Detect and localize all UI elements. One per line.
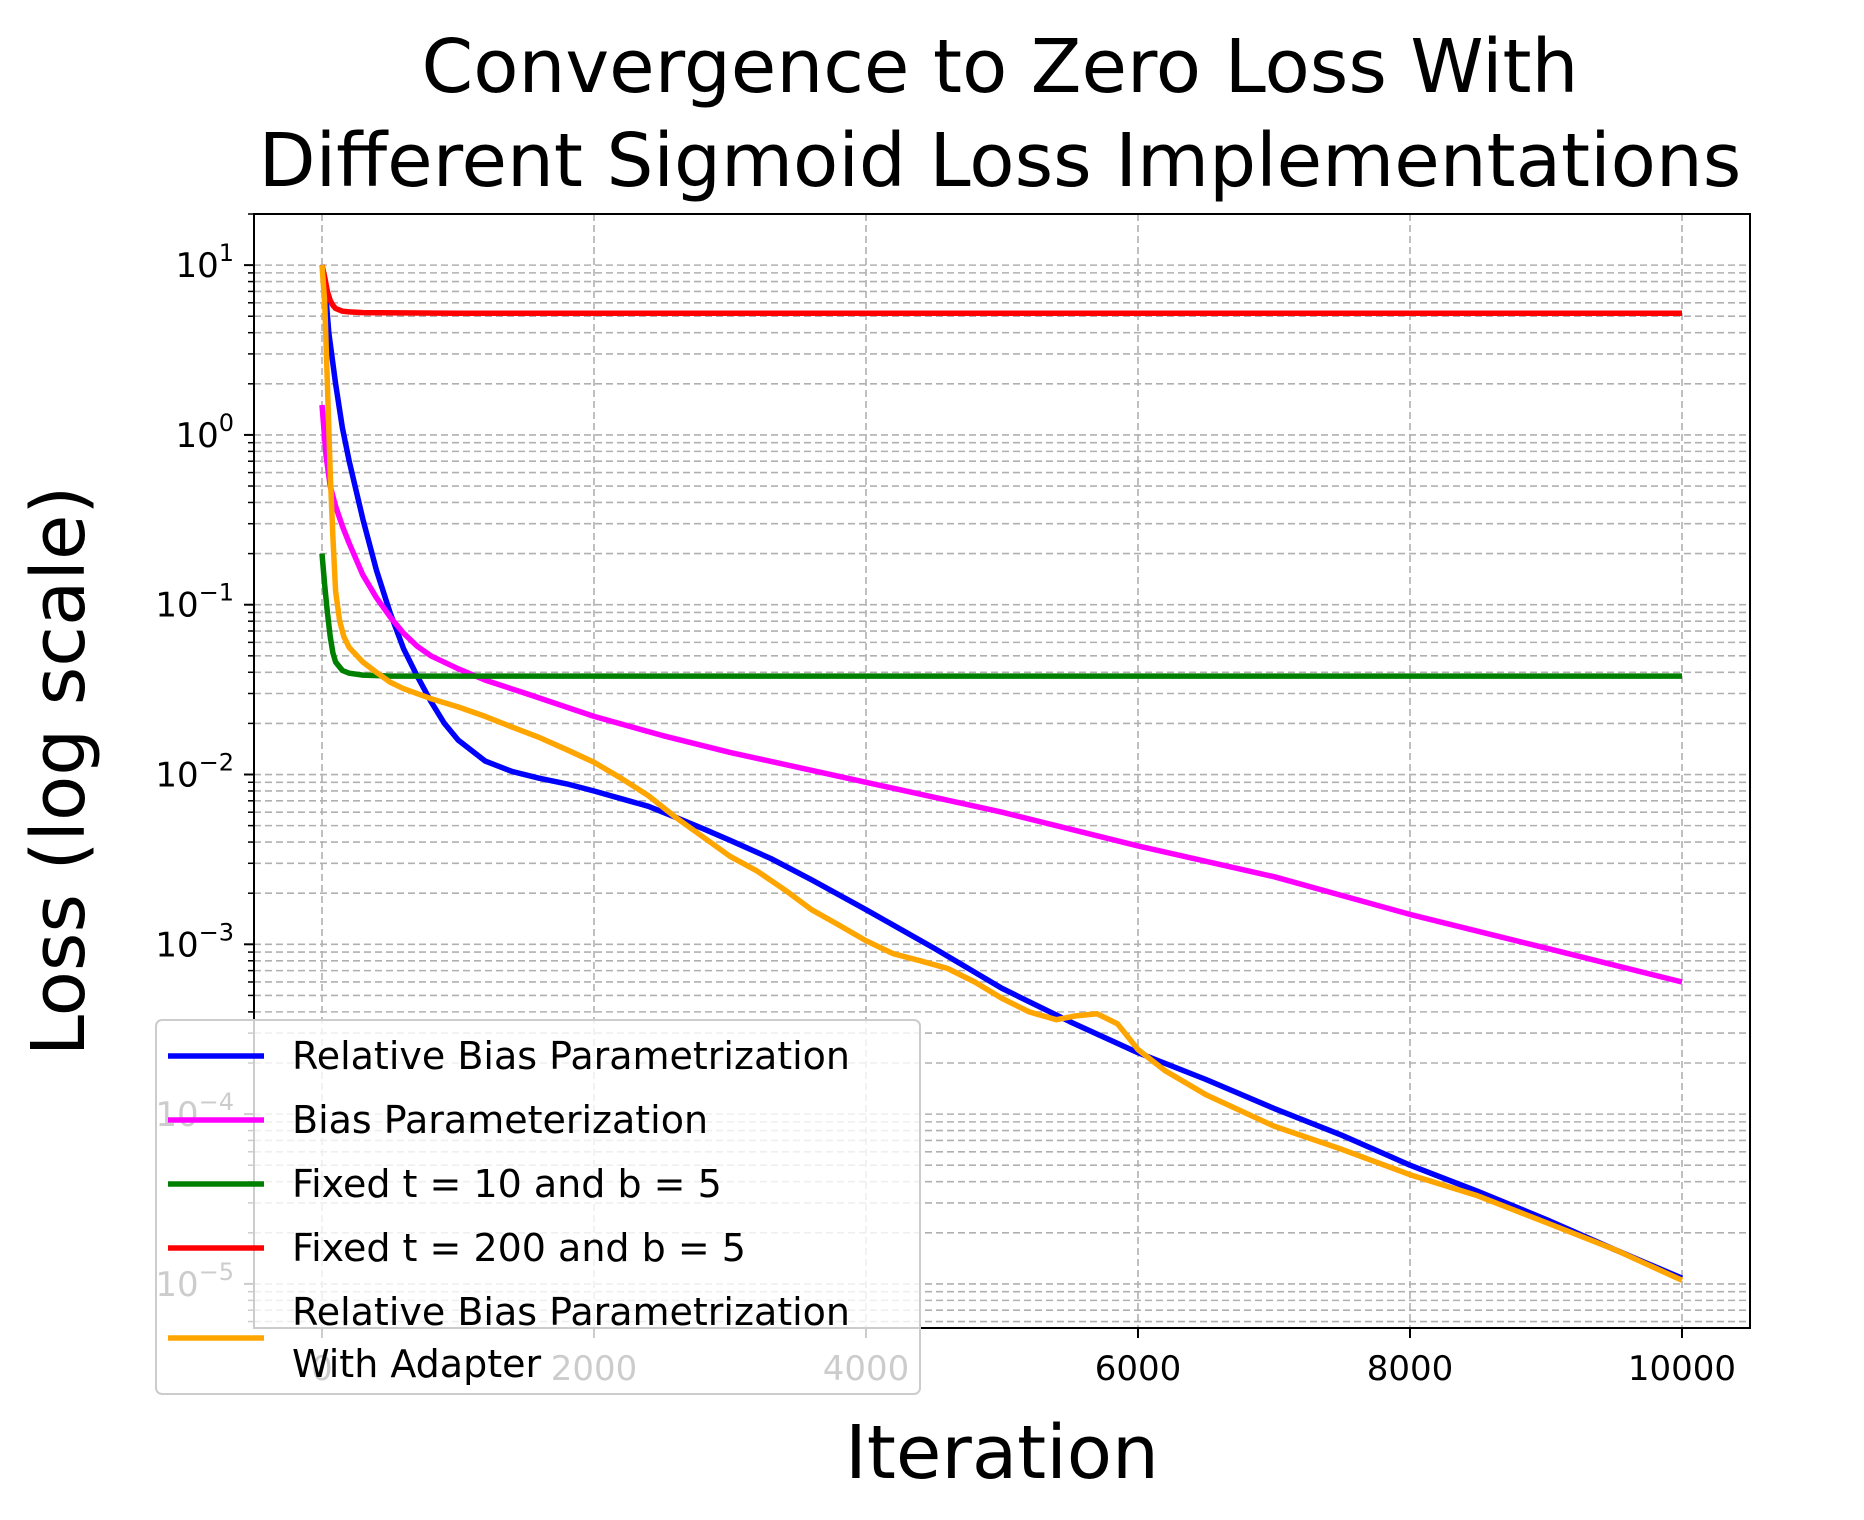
- x-tick-label: 10000: [1628, 1349, 1736, 1389]
- legend-label: Fixed t = 10 and b = 5: [292, 1162, 722, 1206]
- legend-label: Relative Bias Parametrization: [292, 1290, 850, 1334]
- chart-title: Convergence to Zero Loss With Different …: [259, 24, 1742, 204]
- series-line: [319, 404, 1683, 985]
- y-tick-label: 10−2: [155, 749, 234, 796]
- legend-box: [155, 1019, 921, 1395]
- chart-title-line-1: Convergence to Zero Loss With: [422, 24, 1579, 110]
- legend-label: Fixed t = 200 and b = 5: [292, 1226, 746, 1270]
- chart-title-line-2: Different Sigmoid Loss Implementations: [259, 118, 1742, 204]
- series-layer: [319, 264, 1684, 1283]
- x-tick-label: 8000: [1367, 1349, 1454, 1389]
- grid-minor: [254, 213, 1750, 1323]
- legend: Relative Bias Parametrization Bias Parame…: [155, 1019, 921, 1395]
- y-axis-label: Loss (log scale): [16, 486, 102, 1057]
- series-line: [319, 264, 1684, 1281]
- plot-frame: [253, 213, 1751, 1329]
- legend-label: With Adapter: [292, 1342, 541, 1386]
- y-tick-label: 10−3: [155, 918, 234, 965]
- series-line: [319, 264, 1684, 1283]
- series-line: [319, 553, 1682, 679]
- x-tick-label: 6000: [1095, 1349, 1182, 1389]
- y-tick-label: 101: [175, 239, 234, 286]
- legend-label: Relative Bias Parametrization: [292, 1034, 850, 1078]
- y-tick-label: 100: [175, 409, 234, 456]
- y-tick-label: 10−1: [155, 579, 234, 626]
- x-axis-label: Iteration: [845, 1410, 1159, 1496]
- legend-label: Bias Parameterization: [292, 1098, 708, 1142]
- series-line: [319, 264, 1682, 317]
